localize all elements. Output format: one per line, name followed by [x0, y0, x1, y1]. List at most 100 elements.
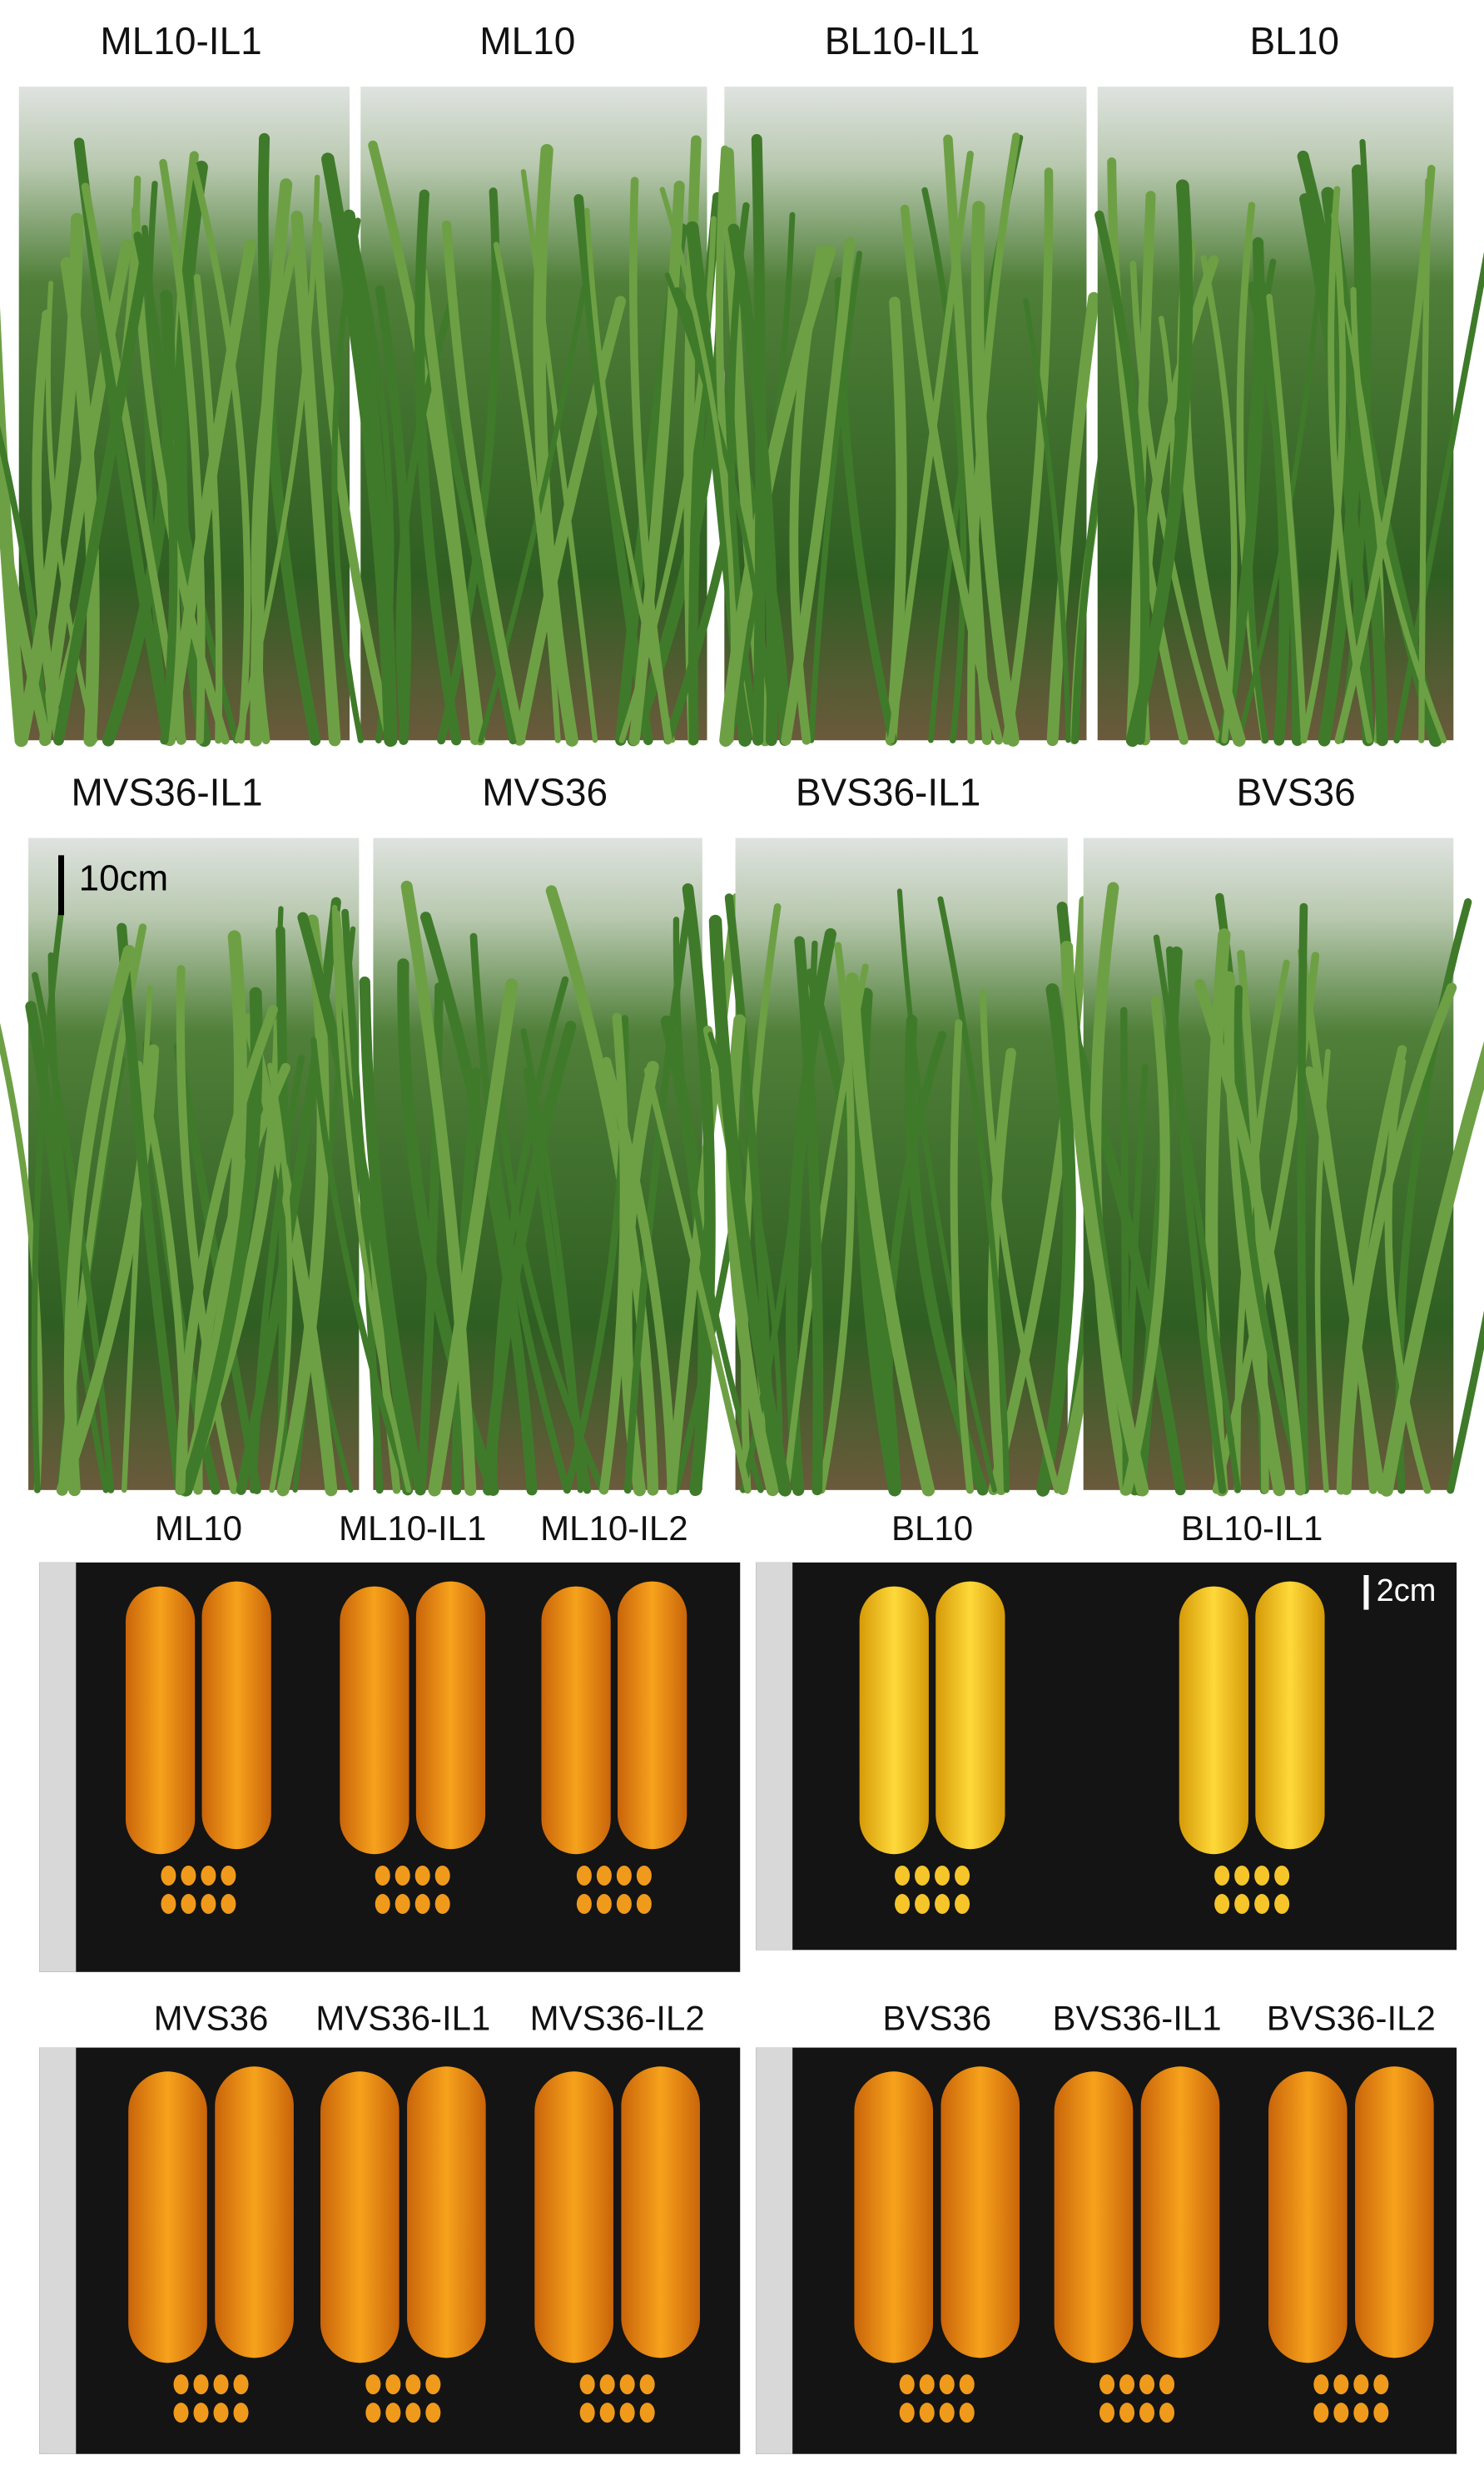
kernel — [596, 1894, 612, 1915]
leaf — [896, 888, 997, 1493]
leaf — [885, 296, 907, 746]
leaf — [173, 160, 211, 748]
kernel — [395, 1865, 410, 1886]
panel-label: BVS36 — [882, 1999, 991, 2038]
kernel — [955, 1894, 970, 1915]
kernel — [1159, 2403, 1175, 2423]
kernel — [959, 2403, 975, 2423]
kernel — [193, 2403, 209, 2423]
kernel — [1313, 2403, 1329, 2423]
kernel — [395, 1894, 410, 1915]
kernel — [1099, 2374, 1115, 2395]
scale-bar — [1363, 1575, 1369, 1610]
kernel — [579, 2403, 595, 2423]
kernel — [915, 1894, 931, 1915]
ear — [1140, 2066, 1220, 2358]
kernel — [935, 1865, 950, 1886]
leaf — [599, 1012, 629, 1495]
kernel — [915, 1865, 931, 1886]
ear — [941, 2066, 1020, 2358]
leaf — [416, 266, 486, 746]
kernel — [1234, 1865, 1250, 1886]
kernel — [619, 2374, 635, 2395]
leaf — [493, 241, 561, 743]
leaf — [988, 896, 1089, 1496]
leaf — [133, 231, 178, 745]
leaf — [310, 1036, 411, 1493]
leaf — [276, 914, 330, 1497]
ear — [854, 2071, 934, 2363]
leaf — [63, 945, 136, 1497]
panel-label: BVS36-IL1 — [1052, 1999, 1221, 2038]
kernel — [616, 1894, 632, 1915]
photo-label: BL10 — [1250, 19, 1339, 62]
leaf — [39, 239, 133, 747]
leaf — [979, 989, 1061, 1493]
leaf — [970, 201, 1020, 747]
kernel — [959, 2374, 975, 2395]
leaf — [1341, 982, 1457, 1495]
kernel — [899, 2374, 915, 2395]
leaf — [726, 1014, 779, 1497]
kernel — [895, 1865, 911, 1886]
leaf — [659, 186, 737, 743]
ruler — [756, 2047, 793, 2454]
kernel — [1159, 2374, 1175, 2395]
leaf — [1350, 286, 1447, 743]
kernel — [181, 1894, 196, 1915]
leaf — [1380, 1041, 1484, 1497]
panel-label: MVS36-IL2 — [530, 1999, 705, 2038]
ear — [621, 2066, 700, 2358]
kernel — [639, 2403, 655, 2423]
kernel — [1214, 1865, 1230, 1886]
photo-label: BVS36 — [1237, 771, 1356, 814]
kernel — [1119, 2374, 1135, 2395]
kernel — [1274, 1865, 1290, 1886]
leaf — [514, 296, 627, 746]
kernel — [639, 2374, 655, 2395]
field-photo — [1056, 837, 1484, 1497]
ruler — [39, 2047, 77, 2454]
leaf — [1125, 179, 1194, 748]
kernel — [1373, 2403, 1389, 2423]
kernel — [895, 1894, 911, 1915]
leaf — [190, 162, 251, 744]
field-photo — [312, 87, 769, 748]
leaf — [1222, 971, 1286, 1497]
leaf — [144, 181, 171, 743]
ear — [534, 2071, 613, 2363]
leaf — [573, 194, 653, 746]
leaf — [1129, 261, 1222, 744]
panel-label: ML10 — [155, 1508, 242, 1548]
leaf — [629, 176, 673, 744]
kernel — [181, 1865, 196, 1886]
ear — [859, 1586, 929, 1855]
leaf — [257, 132, 321, 746]
photo-label: MVS36 — [482, 771, 608, 814]
kernel — [434, 1894, 450, 1915]
ear — [936, 1581, 1005, 1850]
leaf — [175, 1005, 278, 1495]
leaf — [1254, 280, 1290, 746]
ear — [407, 2066, 486, 2358]
leaf — [533, 143, 578, 747]
ear — [1355, 2066, 1434, 2358]
kernel — [365, 2374, 381, 2395]
kernel — [201, 1865, 216, 1886]
kernel — [221, 1865, 236, 1886]
photo-label: BL10-IL1 — [825, 19, 980, 62]
leaf — [1447, 1310, 1484, 1494]
field-photo — [659, 87, 1164, 747]
leaf — [666, 892, 742, 1495]
leaf — [618, 216, 717, 743]
kernel — [201, 1894, 216, 1915]
ear — [541, 1586, 611, 1855]
ear — [618, 1581, 687, 1850]
kernel — [385, 2374, 401, 2395]
kernel — [935, 1894, 950, 1915]
leaf — [1036, 983, 1076, 1497]
panel-label: MVS36 — [154, 1999, 269, 2038]
leaf — [193, 273, 223, 744]
leaf — [950, 1019, 974, 1494]
